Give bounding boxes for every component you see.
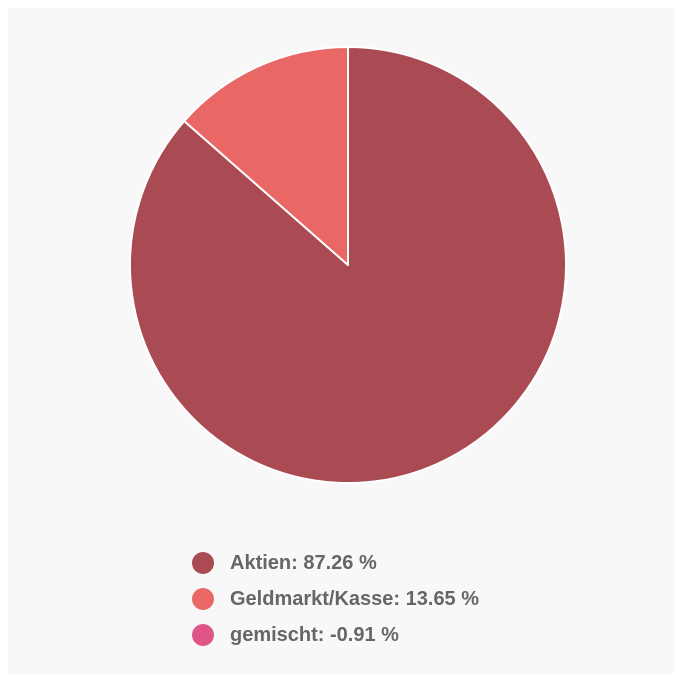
legend-label-gemischt: gemischt: -0.91 %: [230, 623, 399, 646]
pie-chart: [129, 46, 567, 484]
legend-label-aktien: Aktien: 87.26 %: [230, 551, 377, 574]
legend-item-geldmarkt-kasse[interactable]: Geldmarkt/Kasse: 13.65 %: [192, 581, 592, 617]
legend: Aktien: 87.26 % Geldmarkt/Kasse: 13.65 %…: [192, 545, 592, 653]
legend-dot-gemischt: [192, 624, 214, 646]
legend-item-aktien[interactable]: Aktien: 87.26 %: [192, 545, 592, 581]
legend-label-geldmarkt-kasse: Geldmarkt/Kasse: 13.65 %: [230, 587, 480, 610]
chart-panel: Aktien: 87.26 % Geldmarkt/Kasse: 13.65 %…: [8, 8, 674, 674]
pie-slices: [129, 46, 567, 484]
legend-dot-geldmarkt-kasse: [192, 588, 214, 610]
pie-slice-geldmarkt-kasse[interactable]: [183, 46, 349, 266]
legend-dot-aktien: [192, 552, 214, 574]
legend-item-gemischt[interactable]: gemischt: -0.91 %: [192, 617, 592, 653]
